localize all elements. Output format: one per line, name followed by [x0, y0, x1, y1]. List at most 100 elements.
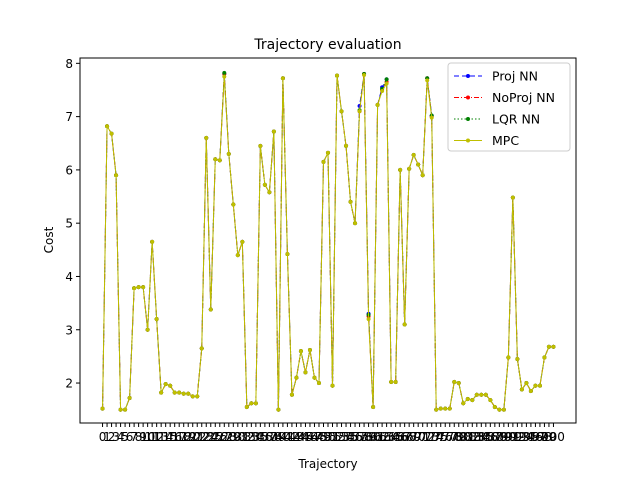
x-tick-label: 23 [199, 430, 214, 444]
x-tick-label: 71 [415, 430, 430, 444]
data-point [213, 157, 218, 162]
data-point [330, 383, 335, 388]
x-tick-label: 24 [203, 430, 218, 444]
data-point [325, 150, 331, 155]
x-tick-label: 99 [541, 430, 556, 444]
data-point [154, 317, 159, 322]
data-point [109, 131, 114, 136]
data-point [159, 390, 164, 395]
data-point [384, 77, 389, 82]
legend-label: LQR NN [492, 112, 540, 127]
x-tick-label: 85 [478, 430, 493, 444]
legend-marker [466, 74, 470, 78]
x-tick-label: 22 [194, 430, 209, 444]
x-tick-label: 10 [140, 430, 155, 444]
data-point [515, 357, 520, 362]
series-mpc [100, 73, 556, 412]
data-point [425, 78, 430, 83]
y-tick-label: 4 [65, 270, 73, 284]
data-point [136, 285, 141, 290]
data-point [195, 394, 200, 399]
data-point [551, 344, 556, 349]
x-tick-label: 81 [460, 430, 475, 444]
x-tick-label: 26 [212, 430, 227, 444]
data-point [497, 407, 502, 412]
x-tick-label: 30 [230, 430, 245, 444]
x-tick-label: 66 [393, 430, 408, 444]
legend-entry: NoProj NN [454, 90, 555, 105]
data-point [217, 158, 222, 163]
data-point [470, 398, 475, 403]
data-point [132, 286, 137, 291]
x-tick-label: 18 [176, 430, 191, 444]
x-tick-label: 96 [528, 430, 543, 444]
data-point [524, 380, 529, 386]
data-point [343, 143, 349, 148]
data-point [420, 173, 425, 178]
data-point [546, 344, 551, 349]
data-point [542, 355, 547, 360]
x-tick-label: 93 [514, 430, 529, 444]
x-tick-label: 20 [185, 430, 200, 444]
data-point [141, 285, 146, 290]
x-tick-label: 0 [99, 430, 107, 444]
x-tick-label: 33 [244, 430, 259, 444]
legend-label: NoProj NN [492, 90, 555, 105]
x-tick-label: 82 [465, 430, 480, 444]
data-point [339, 109, 344, 114]
x-tick-label: 6 [126, 430, 134, 444]
x-tick-label: 54 [338, 430, 353, 444]
x-tick-label: 53 [334, 430, 349, 444]
data-point [366, 317, 371, 322]
x-tick-label: 36 [257, 430, 272, 444]
data-point [474, 392, 479, 397]
data-point [519, 387, 524, 392]
legend-marker [466, 117, 470, 121]
x-tick-label: 68 [402, 430, 417, 444]
data-point [348, 199, 353, 204]
x-tick-label: 27 [217, 430, 232, 444]
data-point [186, 391, 191, 396]
data-point [172, 390, 177, 395]
data-point [488, 398, 493, 403]
data-point [285, 252, 290, 257]
y-axis-ticks: 2 3 4 5 6 7 8 [65, 57, 80, 391]
x-tick-label: 84 [474, 430, 489, 444]
data-point [443, 406, 448, 411]
data-point [461, 401, 466, 406]
x-tick-label: 74 [429, 430, 444, 444]
data-point [267, 190, 272, 195]
data-point [353, 221, 358, 226]
data-point [307, 347, 313, 353]
x-tick-label: 40 [275, 430, 290, 444]
x-tick-label: 75 [433, 430, 448, 444]
y-tick-label: 6 [65, 163, 73, 177]
data-point [253, 401, 258, 406]
x-tick-label: 55 [343, 430, 358, 444]
data-point [298, 349, 303, 354]
data-point [447, 406, 452, 411]
x-tick-label: 16 [167, 430, 182, 444]
data-point [429, 115, 434, 120]
data-point [118, 407, 123, 412]
x-tick-label: 64 [383, 430, 398, 444]
x-tick-label: 17 [172, 430, 187, 444]
x-tick-label: 69 [406, 430, 421, 444]
x-tick-label: 38 [266, 430, 281, 444]
x-tick-label: 37 [262, 430, 277, 444]
x-tick-label: 57 [352, 430, 367, 444]
y-axis-label: Cost [42, 226, 56, 253]
data-point [380, 88, 385, 94]
data-point [389, 379, 394, 385]
data-point [393, 379, 398, 385]
data-point [181, 391, 186, 396]
data-point [226, 151, 231, 156]
x-tick-label: 14 [158, 430, 173, 444]
data-point [465, 396, 470, 402]
data-point [492, 404, 497, 410]
x-tick-label: 59 [361, 430, 376, 444]
x-tick-label: 73 [424, 430, 439, 444]
data-point [100, 406, 105, 411]
x-tick-label: 52 [329, 430, 344, 444]
data-point [163, 382, 168, 387]
